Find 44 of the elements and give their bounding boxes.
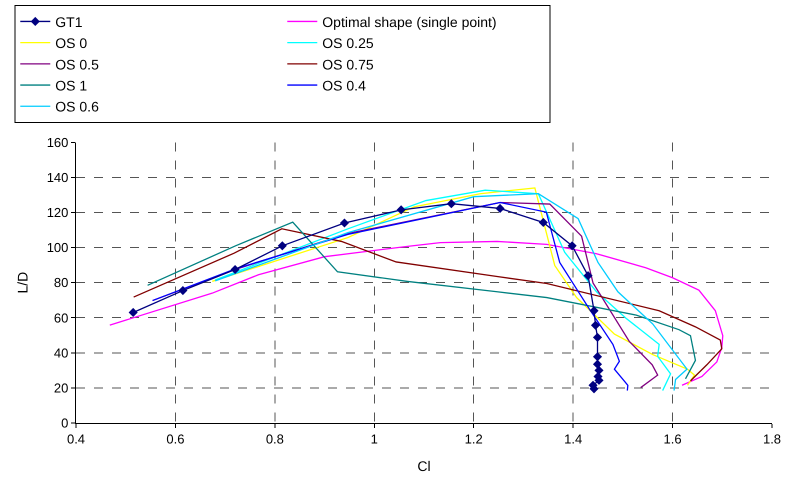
- x-tick-label: 1: [370, 432, 378, 447]
- legend-label: OS 0.4: [322, 78, 366, 94]
- point: [592, 332, 602, 342]
- point: [584, 271, 593, 280]
- point: [538, 218, 548, 228]
- point: [589, 306, 599, 316]
- point: [590, 320, 600, 330]
- x-axis-title: Cl: [417, 458, 431, 474]
- y-tick-label: 140: [46, 170, 68, 185]
- legend-label: OS 0: [55, 35, 88, 52]
- point: [592, 352, 602, 362]
- legend-label: OS 1: [55, 78, 88, 94]
- point: [396, 205, 406, 214]
- x-tick-label: 1.4: [564, 432, 582, 447]
- y-tick-label: 0: [61, 416, 68, 431]
- point: [178, 286, 188, 296]
- x-tick-label: 1.6: [664, 432, 682, 447]
- y-tick-label: 60: [54, 310, 68, 326]
- y-tick-label: 120: [46, 205, 68, 220]
- x-tick-label: 0.8: [266, 432, 284, 447]
- point: [446, 199, 456, 208]
- y-tick-label: 20: [54, 380, 68, 396]
- legend-label: GT1: [55, 14, 83, 30]
- y-axis-title: L/D: [14, 272, 30, 294]
- y-tick-label: 80: [54, 275, 68, 290]
- point: [568, 241, 577, 250]
- legend-label: OS 0.6: [55, 98, 100, 115]
- point: [230, 264, 240, 274]
- legend-label: OS 0.5: [55, 56, 100, 72]
- x-tick-label: 0.6: [166, 432, 184, 447]
- y-tick-label: 100: [46, 240, 68, 256]
- point: [278, 241, 287, 250]
- x-tick-label: 0.4: [66, 432, 86, 447]
- y-tick-label: 40: [54, 345, 68, 360]
- legend-label: OS 0.75: [322, 56, 374, 72]
- point: [128, 308, 138, 318]
- point: [340, 218, 350, 228]
- legend-label: Optimal shape (single point): [322, 14, 497, 30]
- legend-label: OS 0.25: [322, 35, 374, 52]
- point: [592, 360, 602, 369]
- y-tick-label: 160: [46, 134, 68, 150]
- point: [496, 204, 505, 213]
- x-tick-label: 1.2: [464, 432, 483, 447]
- x-tick-label: 1.8: [762, 432, 782, 447]
